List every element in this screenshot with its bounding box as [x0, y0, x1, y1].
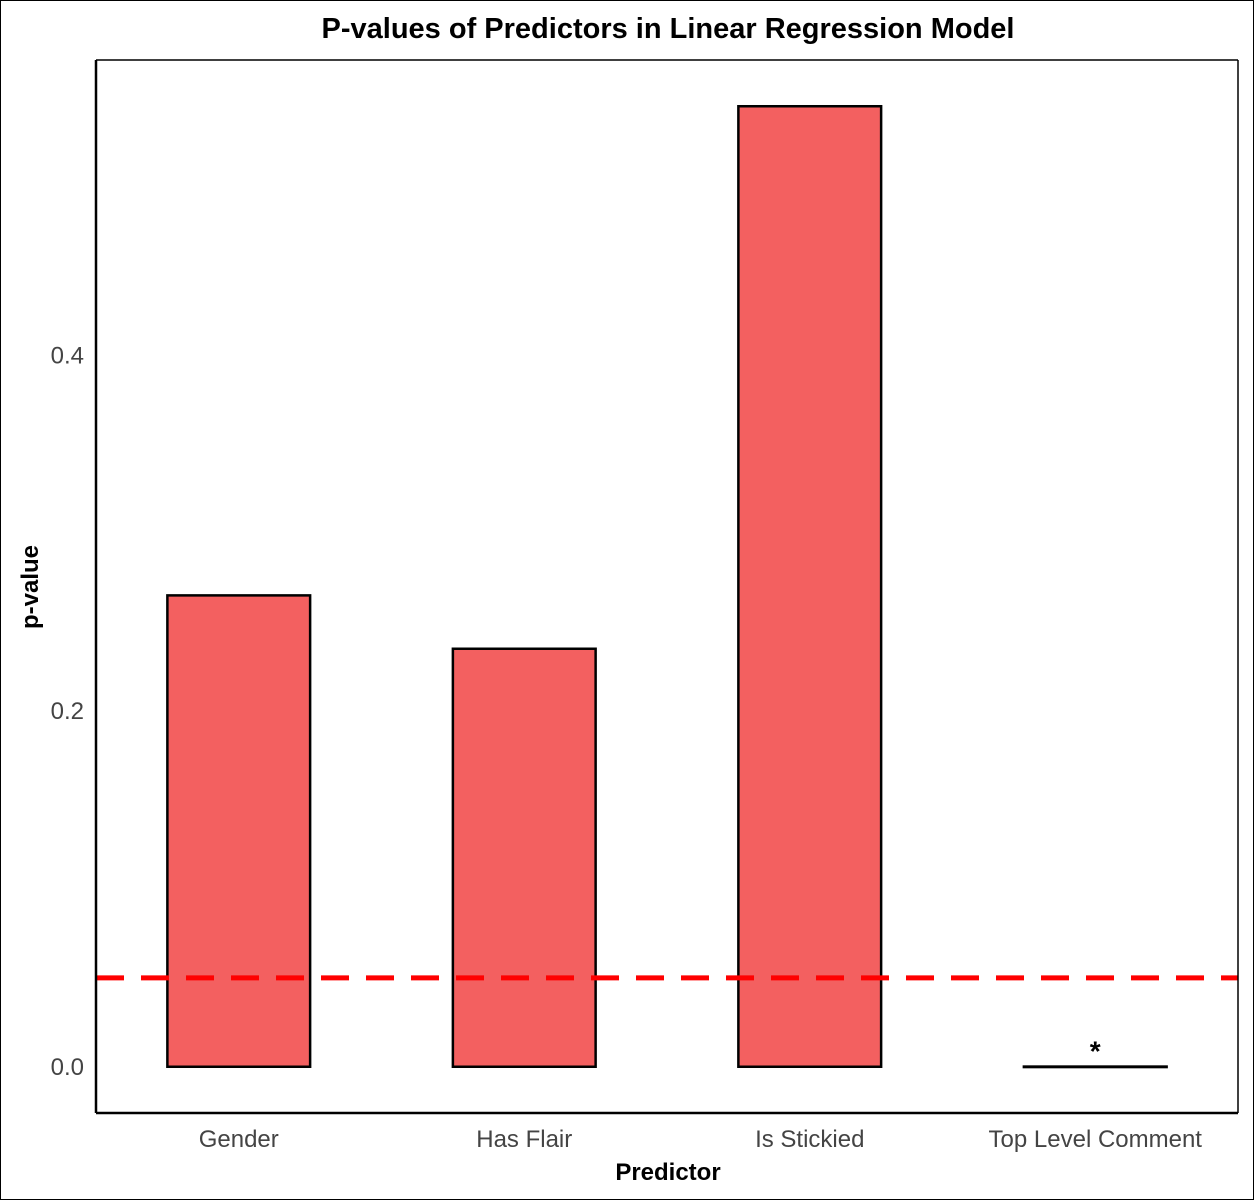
annotations-group: * [1090, 1036, 1101, 1067]
significance-annotation: * [1090, 1036, 1101, 1067]
x-tick-labels: Gender Has Flair Is Stickied Top Level Comm… [199, 1126, 1203, 1153]
x-axis-title: Predictor [615, 1159, 720, 1186]
x-tick-label: Has Flair [476, 1126, 572, 1153]
bars-group [166, 104, 1168, 1069]
y-tick-label: 0.0 [51, 1054, 84, 1081]
y-tick-label: 0.2 [51, 698, 84, 725]
axes-group [94, 59, 1239, 1115]
bar-1 [451, 647, 597, 1069]
x-tick-label: Is Stickied [755, 1126, 864, 1153]
x-tick-label: Top Level Comment [989, 1126, 1203, 1153]
y-tick-labels: 0.0 0.2 0.4 [51, 342, 84, 1080]
bar-3 [1022, 1065, 1168, 1069]
y-tick-label: 0.4 [51, 342, 84, 369]
chart-title: P-values of Predictors in Linear Regress… [322, 13, 1015, 45]
x-tick-label: Gender [199, 1126, 279, 1153]
y-axis-title: p-value [17, 545, 44, 629]
bar-2 [737, 104, 883, 1069]
bar-0 [166, 594, 312, 1069]
